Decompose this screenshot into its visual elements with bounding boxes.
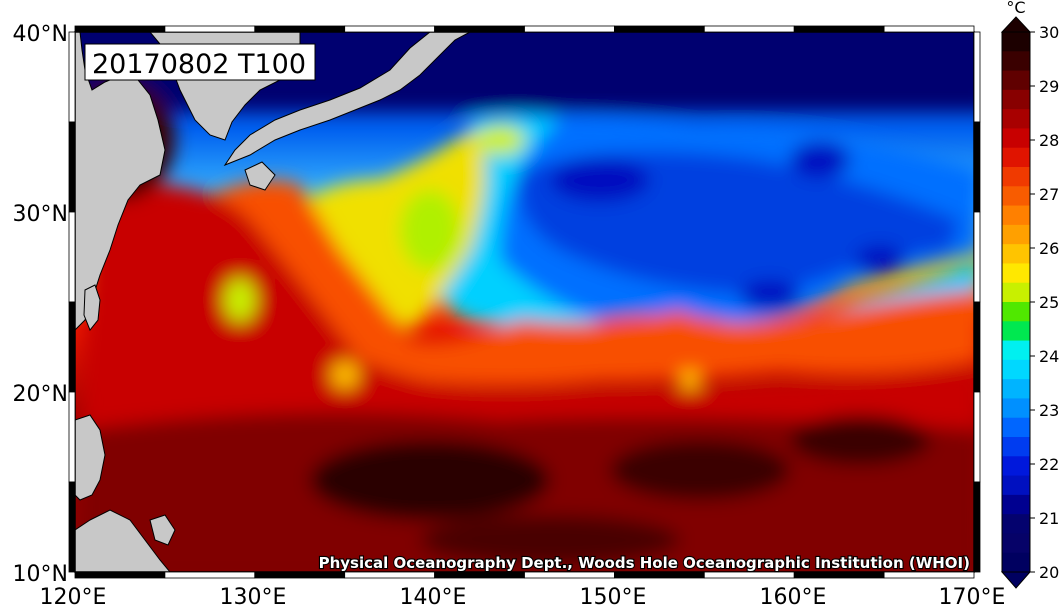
border-bar [68,301,76,393]
border-bar [434,571,525,579]
colorbar-segment [1002,417,1030,438]
colorbar-label: 27 [1039,185,1059,204]
border-bar [68,121,76,213]
colorbar-segment [1002,263,1030,284]
lon-label-130: 130°E [220,585,287,610]
colorbar-label: 20 [1039,563,1059,582]
colorbar-segment [1002,359,1030,380]
colorbar-segment [1002,167,1030,187]
colorbar-segment [1002,205,1030,226]
colorbar-segments [1002,32,1030,573]
border-bar [973,121,981,213]
colorbar-segment [1002,398,1030,419]
border-bar [973,481,981,573]
border-bar [68,391,76,483]
lon-label-170: 170°E [939,585,1006,610]
colorbar-segment [1002,128,1030,149]
colorbar-segment [1002,321,1030,342]
map-field [75,32,974,572]
colorbar-segment [1002,89,1030,110]
colorbar-segment [1002,533,1030,554]
lon-label-160: 160°E [760,585,827,610]
colorbar-segment [1002,51,1030,72]
colorbar-unit: °C [1006,0,1025,17]
border-bar [883,571,975,579]
colorbar-segment [1002,494,1030,515]
colorbar: °C 30 29 28 27 26 25 24 23 22 21 20 [1000,0,1059,589]
colorbar-bottom-arrow [1000,571,1032,589]
colorbar-segment [1002,437,1030,457]
colorbar-segment [1002,552,1030,573]
colorbar-labels: 30 29 28 27 26 25 24 23 22 21 20 [1030,23,1059,582]
map-title-box: 20170802 T100 [84,43,316,81]
border-bar [614,571,705,579]
lat-label-20: 20°N [13,382,68,407]
border-bar [68,481,76,573]
colorbar-top-arrow [1000,16,1032,33]
lat-label-30: 30°N [13,202,68,227]
border-bar [703,571,795,579]
colorbar-segment [1002,244,1030,264]
colorbar-segment [1002,282,1030,303]
border-bar [614,25,705,33]
colorbar-segment [1002,475,1030,496]
lat-label-10: 10°N [13,562,68,587]
colorbar-label: 23 [1039,401,1059,420]
border-bar [68,31,76,123]
border-bar [434,25,525,33]
colorbar-label: 24 [1039,347,1059,366]
colorbar-label: 25 [1039,293,1059,312]
colorbar-segment [1002,456,1030,477]
colorbar-segment [1002,70,1030,91]
colorbar-segment [1002,147,1030,168]
lon-label-140: 140°E [400,585,467,610]
border-bar [793,571,885,579]
border-bar [74,571,166,579]
lon-label-150: 150°E [580,585,647,610]
colorbar-label: 29 [1039,77,1059,96]
border-bar [973,301,981,393]
border-bar [344,571,436,579]
lon-label-120: 120°E [40,585,107,610]
border-bar [793,25,885,33]
border-bar [74,25,166,33]
colorbar-segment [1002,514,1030,534]
border-bar [524,571,615,579]
border-bar [973,211,981,303]
colorbar-label: 26 [1039,239,1059,258]
colorbar-label: 28 [1039,131,1059,150]
border-bar [973,31,981,123]
border-bar [524,25,615,33]
colorbar-label: 22 [1039,455,1059,474]
lat-tick-labels: 40°N 30°N 20°N 10°N [13,22,68,587]
credit-text: Physical Oceanography Dept., Woods Hole … [319,554,970,572]
border-bar [883,25,975,33]
colorbar-segment [1002,224,1030,245]
colorbar-label: 21 [1039,509,1059,528]
border-bar [703,25,795,33]
border-bar [164,571,256,579]
border-bar [164,25,256,33]
colorbar-segment [1002,32,1030,52]
colorbar-segment [1002,109,1030,129]
colorbar-segment [1002,186,1030,207]
colorbar-segment [1002,302,1030,322]
border-bar [254,25,346,33]
lat-label-40: 40°N [13,22,68,47]
map-title: 20170802 T100 [92,49,306,80]
border-bar [973,391,981,483]
border-bar [344,25,436,33]
border-bar [68,211,76,303]
colorbar-label: 30 [1039,23,1059,42]
colorbar-segment [1002,340,1030,361]
border-bar [254,571,346,579]
lon-tick-labels: 120°E 130°E 140°E 150°E 160°E 170°E [40,585,1006,610]
map-border-bars [68,25,981,579]
colorbar-segment [1002,379,1030,399]
